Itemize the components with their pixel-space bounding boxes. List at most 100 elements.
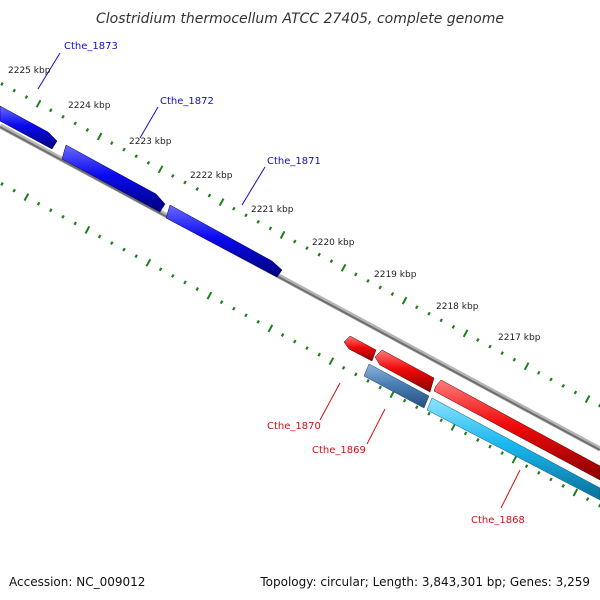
major-tick	[23, 193, 30, 202]
minor-tick	[207, 193, 212, 198]
scale-label: 2223 kbp	[129, 137, 172, 147]
gene-label-cthe-1872[interactable]: Cthe_1872	[160, 96, 214, 107]
minor-tick	[402, 398, 407, 403]
major-tick	[206, 291, 213, 300]
minor-tick	[439, 318, 443, 323]
inner-tick-row	[0, 182, 600, 508]
minor-tick	[171, 173, 175, 178]
minor-tick	[36, 201, 41, 206]
gene-label-cthe-1869[interactable]: Cthe_1869	[312, 445, 366, 456]
minor-tick	[61, 214, 65, 219]
label-leaders	[37, 52, 521, 509]
scale-label: 2219 kbp	[374, 270, 417, 280]
cds-feature-cthe-1869[interactable]	[363, 363, 430, 409]
minor-tick	[61, 114, 65, 119]
minor-tick	[537, 370, 541, 375]
minor-tick	[366, 378, 370, 383]
minor-tick	[73, 121, 77, 126]
minor-tick	[378, 385, 382, 390]
minor-tick	[463, 431, 468, 436]
minor-tick	[183, 180, 187, 185]
minor-tick	[329, 259, 334, 264]
major-tick	[584, 395, 591, 404]
minor-tick	[427, 311, 431, 316]
leader-cthe-1873	[37, 52, 61, 90]
minor-tick	[49, 108, 53, 113]
minor-tick	[488, 344, 492, 349]
gene-label-cthe-1873[interactable]: Cthe_1873	[64, 41, 118, 52]
minor-tick	[317, 252, 321, 257]
minor-tick	[110, 241, 114, 246]
minor-tick	[24, 95, 29, 100]
gene-arrow-cthe-1870[interactable]	[343, 335, 377, 362]
gene-arrow-cthe-1872[interactable]	[61, 144, 166, 213]
minor-tick	[561, 483, 565, 488]
minor-tick	[232, 206, 236, 211]
minor-tick	[232, 306, 236, 311]
minor-tick	[0, 82, 4, 86]
gene-arrow-cthe-1868[interactable]	[433, 379, 600, 481]
major-tick	[462, 329, 469, 338]
major-tick	[401, 296, 408, 305]
gene-arrow-cthe-1871[interactable]	[165, 204, 283, 278]
minor-tick	[476, 438, 480, 442]
major-tick	[523, 362, 530, 371]
gene-labels: Cthe_1873 Cthe_1872 Cthe_1871 Cthe_1870 …	[64, 41, 525, 526]
gene-arrow-cthe-1869[interactable]	[374, 349, 435, 393]
minor-tick	[415, 305, 419, 310]
minor-tick	[415, 405, 419, 410]
minor-tick	[12, 188, 16, 193]
minor-tick	[158, 267, 163, 272]
minor-tick	[512, 357, 517, 362]
minor-tick	[268, 226, 273, 231]
minor-tick	[195, 187, 199, 191]
scale-label: 2218 kbp	[436, 302, 479, 312]
map-title: Clostridium thermocellum ATCC 27405, com…	[96, 11, 504, 27]
minor-tick	[476, 338, 480, 342]
genome-backbone	[0, 123, 600, 452]
major-tick	[267, 324, 274, 333]
major-tick	[328, 357, 335, 366]
minor-tick	[439, 418, 443, 423]
cds-feature-cthe-1868[interactable]	[426, 397, 600, 501]
minor-tick	[97, 234, 102, 239]
major-tick	[218, 198, 225, 207]
major-tick	[511, 455, 518, 464]
gene-arrow-cthe-1873[interactable]	[0, 105, 58, 150]
scale-label: 2221 kbp	[251, 205, 294, 215]
scale-labels: 2225 kbp 2224 kbp 2223 kbp 2222 kbp 2221…	[8, 66, 541, 343]
minor-tick	[537, 470, 541, 475]
minor-tick	[549, 377, 553, 382]
gene-label-cthe-1871[interactable]: Cthe_1871	[267, 156, 321, 167]
scale-label: 2220 kbp	[312, 238, 355, 248]
minor-tick	[305, 246, 309, 251]
gene-label-cthe-1870[interactable]: Cthe_1870	[267, 421, 321, 432]
genome-summary-text: Topology: circular; Length: 3,843,301 bp…	[259, 575, 590, 589]
minor-tick	[0, 182, 4, 186]
accession-text: Accession: NC_009012	[9, 575, 145, 589]
minor-tick	[110, 141, 114, 146]
major-tick	[572, 488, 579, 497]
minor-tick	[122, 147, 126, 152]
cds-track	[363, 363, 600, 501]
leader-cthe-1872	[139, 106, 159, 139]
leader-cthe-1870	[319, 382, 341, 421]
minor-tick	[427, 411, 431, 416]
minor-tick	[573, 390, 578, 395]
minor-tick	[280, 333, 285, 337]
major-tick	[279, 230, 286, 239]
minor-tick	[451, 324, 456, 329]
minor-tick	[305, 346, 309, 351]
leader-cthe-1868	[500, 469, 521, 509]
minor-tick	[256, 219, 260, 224]
outer-tick-row	[0, 82, 600, 408]
minor-tick	[390, 292, 395, 296]
major-tick	[145, 258, 152, 267]
minor-tick	[219, 300, 224, 305]
minor-tick	[12, 88, 16, 93]
gene-label-cthe-1868[interactable]: Cthe_1868	[471, 515, 525, 526]
minor-tick	[244, 213, 248, 218]
minor-tick	[293, 339, 297, 344]
minor-tick	[73, 221, 77, 226]
